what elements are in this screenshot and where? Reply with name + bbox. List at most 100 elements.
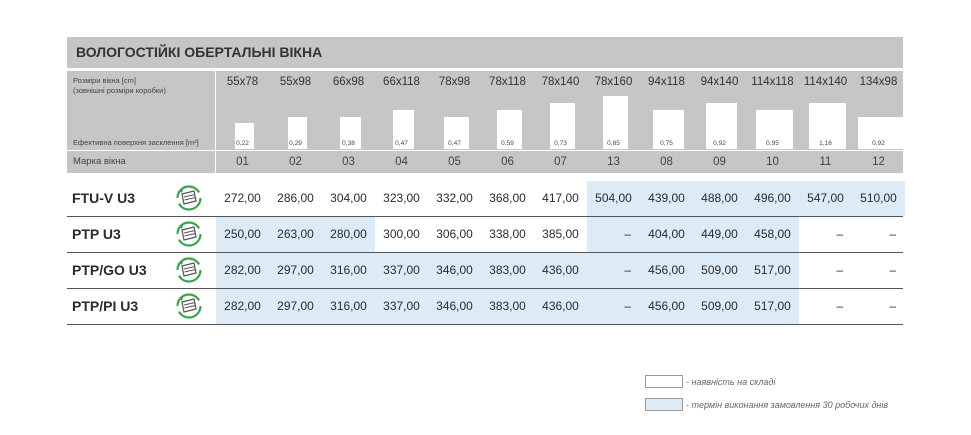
price-cell: 337,00	[383, 299, 420, 313]
column-mark: 11	[819, 156, 832, 168]
on-order-cell-bg	[481, 253, 534, 288]
column-size-label: 94x140	[700, 76, 739, 88]
column-mark: 09	[713, 156, 726, 168]
price-cell: 250,00	[224, 227, 261, 241]
window-size-rect	[288, 116, 307, 149]
size-sublabel: (зовнішні розміри коробки)	[73, 86, 166, 95]
column-area-value: 0,47	[395, 140, 408, 147]
on-order-cell-bg	[587, 217, 640, 252]
on-order-cell-bg	[322, 217, 375, 252]
column-size-label: 134x98	[859, 76, 898, 88]
column-size-label: 78x118	[489, 76, 526, 88]
column-mark: 04	[395, 156, 408, 168]
on-order-cell-bg	[746, 217, 799, 252]
price-cell: 547,00	[807, 191, 844, 205]
price-cell: 488,00	[701, 191, 738, 205]
row-product-name: PTP/GO U3	[72, 262, 147, 278]
price-cell: 337,00	[383, 263, 420, 277]
price-cell: 436,00	[542, 299, 579, 313]
on-order-cell-bg	[640, 217, 693, 252]
price-cell: 316,00	[330, 263, 367, 277]
on-order-cell-bg	[322, 253, 375, 288]
on-order-cell-bg	[269, 217, 322, 252]
on-order-cell-bg	[746, 253, 799, 288]
on-order-cell-bg	[534, 289, 587, 324]
column-mark: 10	[766, 156, 779, 168]
column-mark: 12	[872, 156, 885, 168]
on-order-cell-bg	[428, 253, 481, 288]
on-order-cell-bg	[428, 289, 481, 324]
on-order-cell-bg	[746, 181, 799, 216]
price-cell: 272,00	[224, 191, 261, 205]
column-size-label: 55x98	[279, 76, 312, 88]
on-order-cell-bg	[640, 253, 693, 288]
window-size-rect	[858, 116, 903, 149]
price-cell: 280,00	[330, 227, 367, 241]
price-cell: 368,00	[489, 191, 526, 205]
column-mark: 02	[289, 156, 302, 168]
price-cell: 504,00	[595, 191, 632, 205]
pivot-window-icon	[176, 293, 202, 319]
price-cell: 282,00	[224, 263, 261, 277]
price-cell: 456,00	[648, 263, 685, 277]
price-cell: 304,00	[330, 191, 367, 205]
price-cell: –	[624, 299, 631, 313]
table-title-bar: ВОЛОГОСТІЙКІ ОБЕРТАЛЬНІ ВІКНА	[67, 37, 903, 68]
price-cell: 297,00	[277, 263, 314, 277]
price-cell: 417,00	[542, 191, 579, 205]
on-order-cell-bg	[587, 253, 640, 288]
column-area-value: 0,92	[713, 140, 726, 147]
price-cell: 286,00	[277, 191, 314, 205]
price-cell: 346,00	[436, 299, 473, 313]
column-area-value: 0,75	[660, 140, 673, 147]
price-cell: 297,00	[277, 299, 314, 313]
legend-in-stock-swatch	[645, 375, 683, 388]
price-cell: 346,00	[436, 263, 473, 277]
on-order-cell-bg	[693, 217, 746, 252]
column-area-value: 0,22	[236, 140, 249, 147]
size-label: Розміри вікна [cm]	[73, 76, 136, 85]
on-order-cell-bg	[534, 253, 587, 288]
column-mark: 05	[448, 156, 461, 168]
column-area-value: 0,73	[554, 140, 567, 147]
row-product-name: FTU-V U3	[72, 190, 135, 206]
price-cell: 510,00	[860, 191, 897, 205]
column-area-value: 0,92	[872, 140, 885, 147]
pivot-window-icon	[176, 257, 202, 283]
window-size-rect	[808, 102, 847, 149]
column-mark: 01	[236, 156, 249, 168]
window-size-rect	[705, 102, 737, 149]
price-cell: 300,00	[383, 227, 420, 241]
on-order-cell-bg	[481, 289, 534, 324]
on-order-cell-bg	[216, 253, 269, 288]
on-order-cell-bg	[587, 289, 640, 324]
column-size-label: 78x98	[438, 76, 471, 88]
column-mark: 07	[554, 156, 567, 168]
price-cell: 316,00	[330, 299, 367, 313]
window-size-rect	[339, 116, 362, 149]
window-size-rect	[652, 110, 684, 149]
row-separator	[67, 252, 903, 253]
row-product-name: PTP/PI U3	[72, 298, 139, 314]
price-cell: 306,00	[436, 227, 473, 241]
column-size-label: 66x98	[332, 76, 365, 88]
on-order-cell-bg	[640, 181, 693, 216]
column-area-value: 0,95	[766, 140, 779, 147]
price-cell: 332,00	[436, 191, 473, 205]
price-cell: 282,00	[224, 299, 261, 313]
window-size-rect	[755, 110, 794, 149]
row-product-name: PTP U3	[72, 226, 121, 242]
column-area-value: 0,85	[607, 140, 620, 147]
on-order-cell-bg	[375, 253, 428, 288]
on-order-cell-bg	[216, 289, 269, 324]
price-cell: –	[836, 263, 843, 277]
price-cell: –	[836, 227, 843, 241]
legend-in-stock-label: - наявність на складі	[686, 377, 776, 387]
window-size-rect	[443, 116, 470, 149]
price-cell: 517,00	[754, 263, 791, 277]
column-size-label: 114x118	[751, 76, 794, 88]
price-cell: 385,00	[542, 227, 579, 241]
window-size-rect	[496, 110, 523, 149]
column-size-label: 55x78	[226, 76, 259, 88]
